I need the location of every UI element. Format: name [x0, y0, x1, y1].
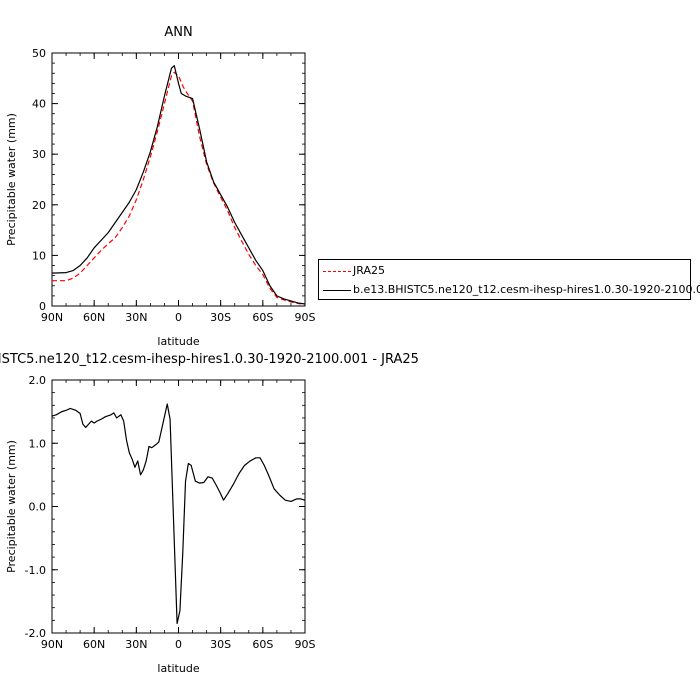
panel1-y-tick-label: 30	[32, 148, 46, 161]
panel2-x-tick-label: 30N	[125, 638, 147, 651]
panel1-x-tick-label: 0	[175, 311, 182, 324]
legend: JRA25 b.e13.BHISTC5.ne120_t12.cesm-ihesp…	[318, 259, 700, 300]
panel2-series-line-1	[51, 403, 306, 625]
panel2-y-axis-label: Precipitable water (mm)	[5, 440, 18, 573]
panel2-x-tick-label: 60N	[83, 638, 105, 651]
legend-label: JRA25	[353, 264, 385, 277]
panel1-series-line-1	[52, 71, 306, 306]
panel1-y-tick-label: 0	[39, 300, 46, 313]
panel1-x-tick-label: 30N	[125, 311, 147, 324]
panel2-y-tick-label: 2.0	[29, 374, 47, 387]
panel1-x-tick-label: 90N	[41, 311, 63, 324]
panel2-x-tick-label: 0	[175, 638, 182, 651]
panel2-x-axis-label: latitude	[157, 662, 199, 675]
panel1-y-axis-label: Precipitable water (mm)	[5, 113, 18, 246]
panel2-x-tick-label: 30S	[210, 638, 231, 651]
panel2-y-tick-label: 0.0	[29, 501, 47, 514]
panel1-x-tick-label: 60S	[252, 311, 273, 324]
panel1-plot-frame	[51, 52, 306, 307]
panel2-plot-frame	[51, 379, 306, 634]
panel2-x-tick-label: 90N	[41, 638, 63, 651]
panel1-y-tick-label: 20	[32, 199, 46, 212]
panel1-x-axis-label: latitude	[157, 335, 199, 348]
legend-label: b.e13.BHISTC5.ne120_t12.cesm-ihesp-hires…	[353, 283, 700, 296]
panel1-x-tick-label: 90S	[295, 311, 316, 324]
panel1-series-line-2	[51, 65, 306, 305]
panel1-y-tick-label: 50	[32, 47, 46, 60]
panel2-y-tick-label: -1.0	[25, 564, 46, 577]
panel2-x-tick-label: 60S	[252, 638, 273, 651]
legend-swatch-solid-black	[323, 290, 351, 291]
panel2-x-tick-label: 90S	[295, 638, 316, 651]
panel2-y-tick-label: 1.0	[29, 437, 47, 450]
panel1-y-tick-label: 10	[32, 249, 46, 262]
panel1-x-tick-label: 30S	[210, 311, 231, 324]
legend-item-model: b.e13.BHISTC5.ne120_t12.cesm-ihesp-hires…	[319, 281, 700, 299]
panel1-y-tick-label: 40	[32, 98, 46, 111]
panel2-y-tick-label: -2.0	[25, 627, 46, 640]
panel1-x-tick-label: 60N	[83, 311, 105, 324]
legend-swatch-dashed-red	[323, 271, 351, 272]
panel1-chart-title: ANN	[164, 25, 192, 40]
panel2-chart-title: b.e13.BHISTC5.ne120_t12.cesm-ihesp-hires…	[0, 352, 419, 367]
legend-item-jra25: JRA25	[319, 262, 690, 280]
